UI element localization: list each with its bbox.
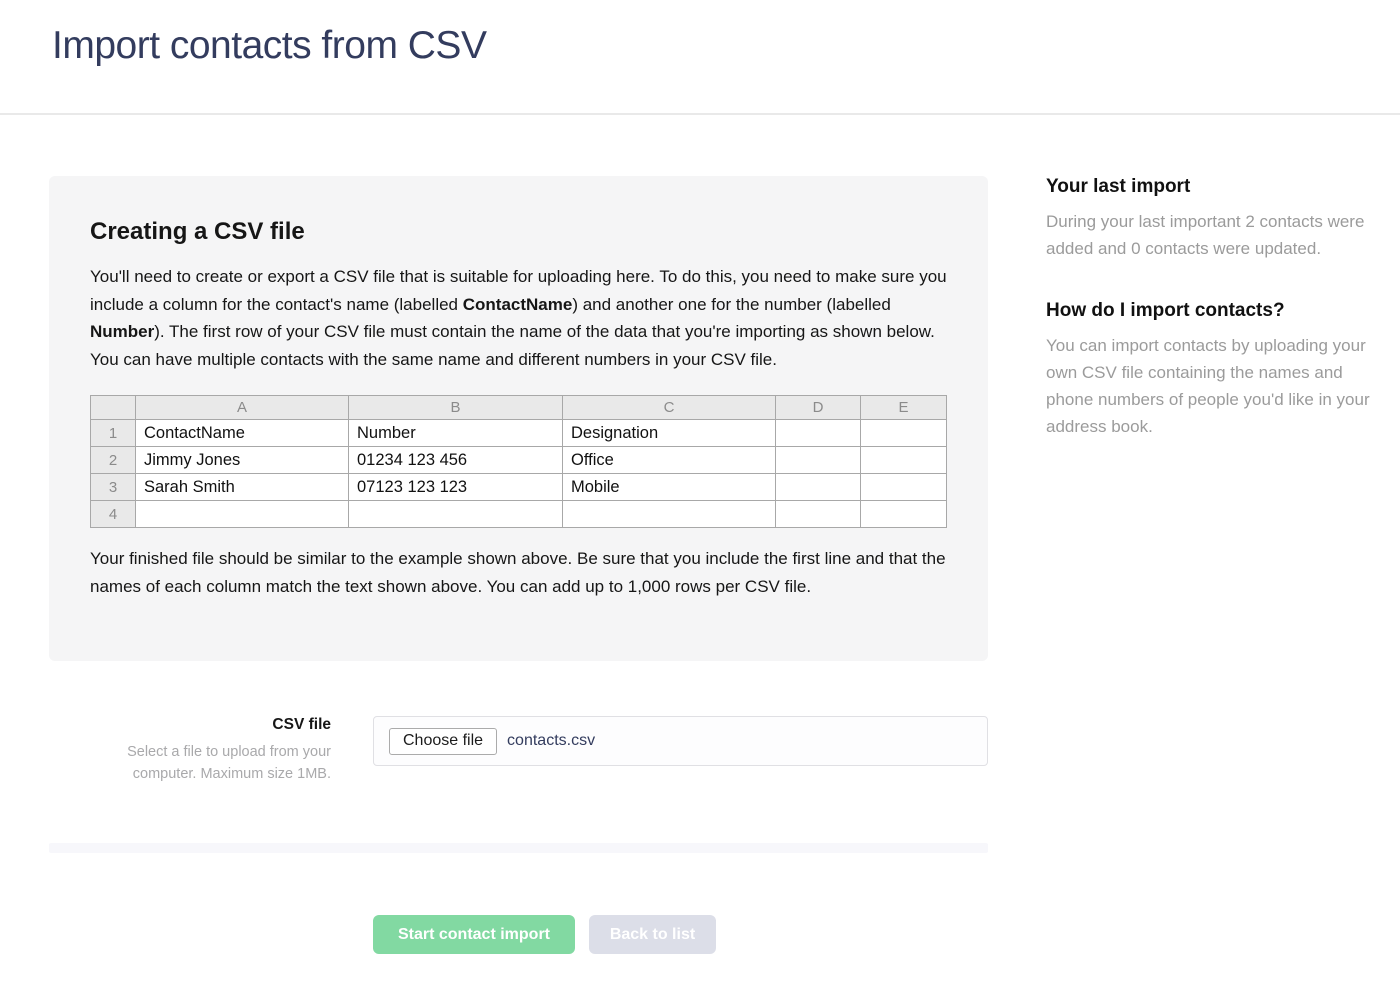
how-to-import-heading: How do I import contacts?	[1046, 300, 1285, 321]
panel-footer-text: Your finished file should be similar to …	[90, 549, 946, 596]
sheet-cell: ContactName	[135, 419, 349, 447]
csv-instructions-panel: Creating a CSV file You'll need to creat…	[49, 176, 988, 661]
sheet-header-row: A B C D E	[90, 395, 947, 420]
sheet-cell	[860, 419, 947, 447]
sheet-row: 3 Sarah Smith 07123 123 123 Mobile	[90, 473, 947, 501]
sheet-col-header: C	[562, 395, 776, 420]
sheet-cell: 07123 123 123	[348, 473, 563, 501]
help-sidebar: Your last import During your last import…	[1046, 176, 1380, 440]
choose-file-button[interactable]: Choose file	[389, 727, 498, 755]
csv-file-label-block: CSV file Select a file to upload from yo…	[96, 716, 331, 785]
sheet-cell: Designation	[562, 419, 776, 447]
sheet-cell	[348, 500, 563, 528]
section-divider-strip	[49, 843, 988, 853]
back-to-list-button[interactable]: Back to list	[589, 915, 716, 954]
sheet-cell	[860, 500, 947, 528]
header-divider	[0, 113, 1400, 115]
sheet-row: 1 ContactName Number Designation	[90, 419, 947, 447]
sheet-cell	[775, 419, 861, 447]
sheet-col-header: D	[775, 395, 861, 420]
sheet-cell	[775, 446, 861, 474]
sheet-col-header: B	[348, 395, 563, 420]
sheet-cell	[775, 473, 861, 501]
page-title: Import contacts from CSV	[52, 24, 487, 67]
csv-file-help-text: Select a file to upload from your comput…	[127, 744, 331, 782]
panel-intro-text: You'll need to create or export a CSV fi…	[90, 263, 948, 373]
selected-filename: contacts.csv	[507, 732, 596, 749]
how-to-import-text: You can import contacts by uploading you…	[1046, 336, 1370, 436]
sheet-cell	[860, 473, 947, 501]
start-contact-import-button[interactable]: Start contact import	[373, 915, 575, 954]
sheet-cell	[775, 500, 861, 528]
sheet-row-number: 4	[90, 500, 136, 528]
sheet-row: 4	[90, 500, 947, 528]
sheet-cell	[562, 500, 776, 528]
last-import-heading: Your last import	[1046, 176, 1191, 197]
sheet-row-number: 1	[90, 419, 136, 447]
sheet-col-header: E	[860, 395, 947, 420]
sheet-cell: Jimmy Jones	[135, 446, 349, 474]
sheet-col-header: A	[135, 395, 349, 420]
csv-file-label: CSV file	[272, 716, 331, 733]
intro-part3: ). The first row of your CSV file must c…	[90, 322, 935, 369]
sheet-row: 2 Jimmy Jones 01234 123 456 Office	[90, 446, 947, 474]
intro-part2: ) and another one for the number (labell…	[572, 294, 891, 314]
intro-part1: You'll need to create or export a CSV fi…	[90, 267, 947, 314]
intro-bold-number: Number	[90, 322, 155, 341]
sheet-cell: Sarah Smith	[135, 473, 349, 501]
example-spreadsheet: A B C D E 1 ContactName Number Designati…	[90, 395, 947, 528]
sheet-cell: Office	[562, 446, 776, 474]
sheet-cell: Mobile	[562, 473, 776, 501]
last-import-section: Your last import During your last import…	[1046, 176, 1380, 262]
sheet-corner-cell	[90, 395, 136, 420]
sheet-row-number: 2	[90, 446, 136, 474]
sheet-cell	[860, 446, 947, 474]
panel-heading: Creating a CSV file	[90, 218, 305, 245]
sheet-row-number: 3	[90, 473, 136, 501]
csv-file-input[interactable]: Choose file contacts.csv	[373, 716, 988, 766]
intro-bold-contactname: ContactName	[462, 294, 573, 314]
sheet-cell: Number	[348, 419, 563, 447]
sheet-cell: 01234 123 456	[348, 446, 563, 474]
sheet-cell	[135, 500, 349, 528]
how-to-import-section: How do I import contacts? You can import…	[1046, 300, 1380, 440]
last-import-text: During your last important 2 contacts we…	[1046, 212, 1365, 258]
